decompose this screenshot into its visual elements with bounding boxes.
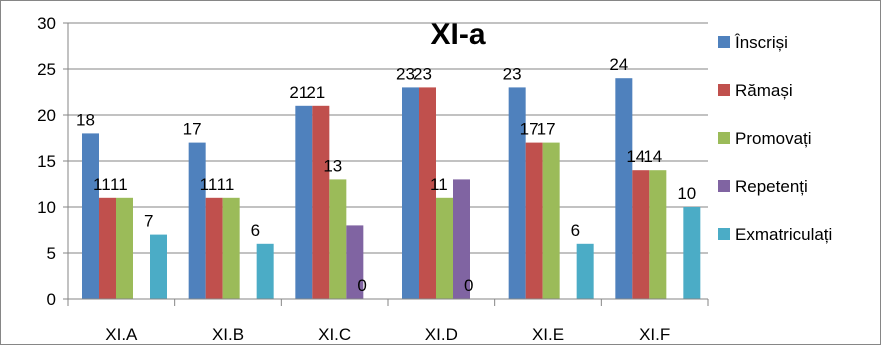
bar (150, 234, 167, 299)
bar (116, 197, 133, 299)
data-label: 6 (571, 221, 580, 240)
bar (419, 87, 436, 300)
data-label: 7 (144, 212, 153, 231)
bar (436, 197, 453, 299)
bar (295, 105, 313, 299)
data-label: 14 (626, 147, 645, 166)
legend-label: Repetenți (735, 177, 808, 196)
x-tick-label: XI.A (105, 325, 138, 344)
bar (222, 197, 240, 299)
data-label: 23 (413, 64, 432, 83)
legend-swatch (718, 228, 730, 240)
bar (649, 170, 667, 299)
data-label: 23 (396, 64, 415, 83)
bar (402, 87, 419, 300)
data-label: 23 (503, 64, 522, 83)
data-label: 11 (217, 175, 235, 194)
bar (99, 197, 116, 299)
legend-swatch (718, 84, 730, 96)
y-tick-label: 5 (47, 244, 56, 263)
x-tick-label: XI.D (425, 325, 458, 344)
bar (542, 142, 560, 299)
legend-swatch (718, 180, 730, 192)
chart-title: XI-a (430, 18, 485, 51)
x-tick-label: XI.F (639, 325, 670, 344)
bar (329, 179, 347, 299)
bar (683, 207, 701, 299)
bar (346, 225, 364, 299)
legend-label: Înscriși (734, 33, 788, 52)
data-label: 13 (323, 156, 342, 175)
data-label: 10 (677, 184, 696, 203)
data-label: 17 (537, 120, 556, 139)
data-label: 11 (110, 175, 128, 194)
legend-swatch (718, 132, 730, 144)
x-tick-label: XI.B (212, 325, 244, 344)
legend-swatch (718, 36, 730, 48)
data-label: 17 (183, 120, 202, 139)
bar (615, 78, 633, 299)
legend-label: Exmatriculați (735, 225, 832, 244)
bar (508, 87, 526, 300)
bar (576, 243, 594, 299)
y-tick-label: 0 (47, 290, 56, 309)
bar (82, 133, 99, 299)
x-tick-label: XI.E (532, 325, 564, 344)
bar (632, 170, 650, 299)
bar (205, 197, 223, 299)
bar (453, 179, 470, 299)
x-tick-label: XI.C (318, 325, 351, 344)
bar (312, 105, 330, 299)
bar (525, 142, 543, 299)
data-label: 24 (609, 55, 628, 74)
data-label: 11 (430, 175, 448, 194)
y-tick-label: 20 (37, 106, 56, 125)
bar (256, 243, 274, 299)
data-label: 0 (357, 276, 366, 295)
data-label: 17 (520, 120, 539, 139)
data-label: 21 (306, 83, 325, 102)
data-label: 11 (200, 175, 218, 194)
legend-label: Promovați (735, 129, 812, 148)
legend-label: Rămași (735, 81, 793, 100)
y-tick-label: 30 (37, 14, 56, 33)
data-label: 21 (289, 83, 308, 102)
y-tick-label: 15 (37, 152, 56, 171)
data-label: 6 (251, 221, 260, 240)
data-label: 0 (464, 276, 473, 295)
data-label: 11 (93, 175, 111, 194)
y-tick-label: 10 (37, 198, 56, 217)
y-tick-label: 25 (37, 60, 56, 79)
bar (188, 142, 206, 299)
data-label: 18 (76, 110, 95, 129)
data-label: 14 (643, 147, 662, 166)
